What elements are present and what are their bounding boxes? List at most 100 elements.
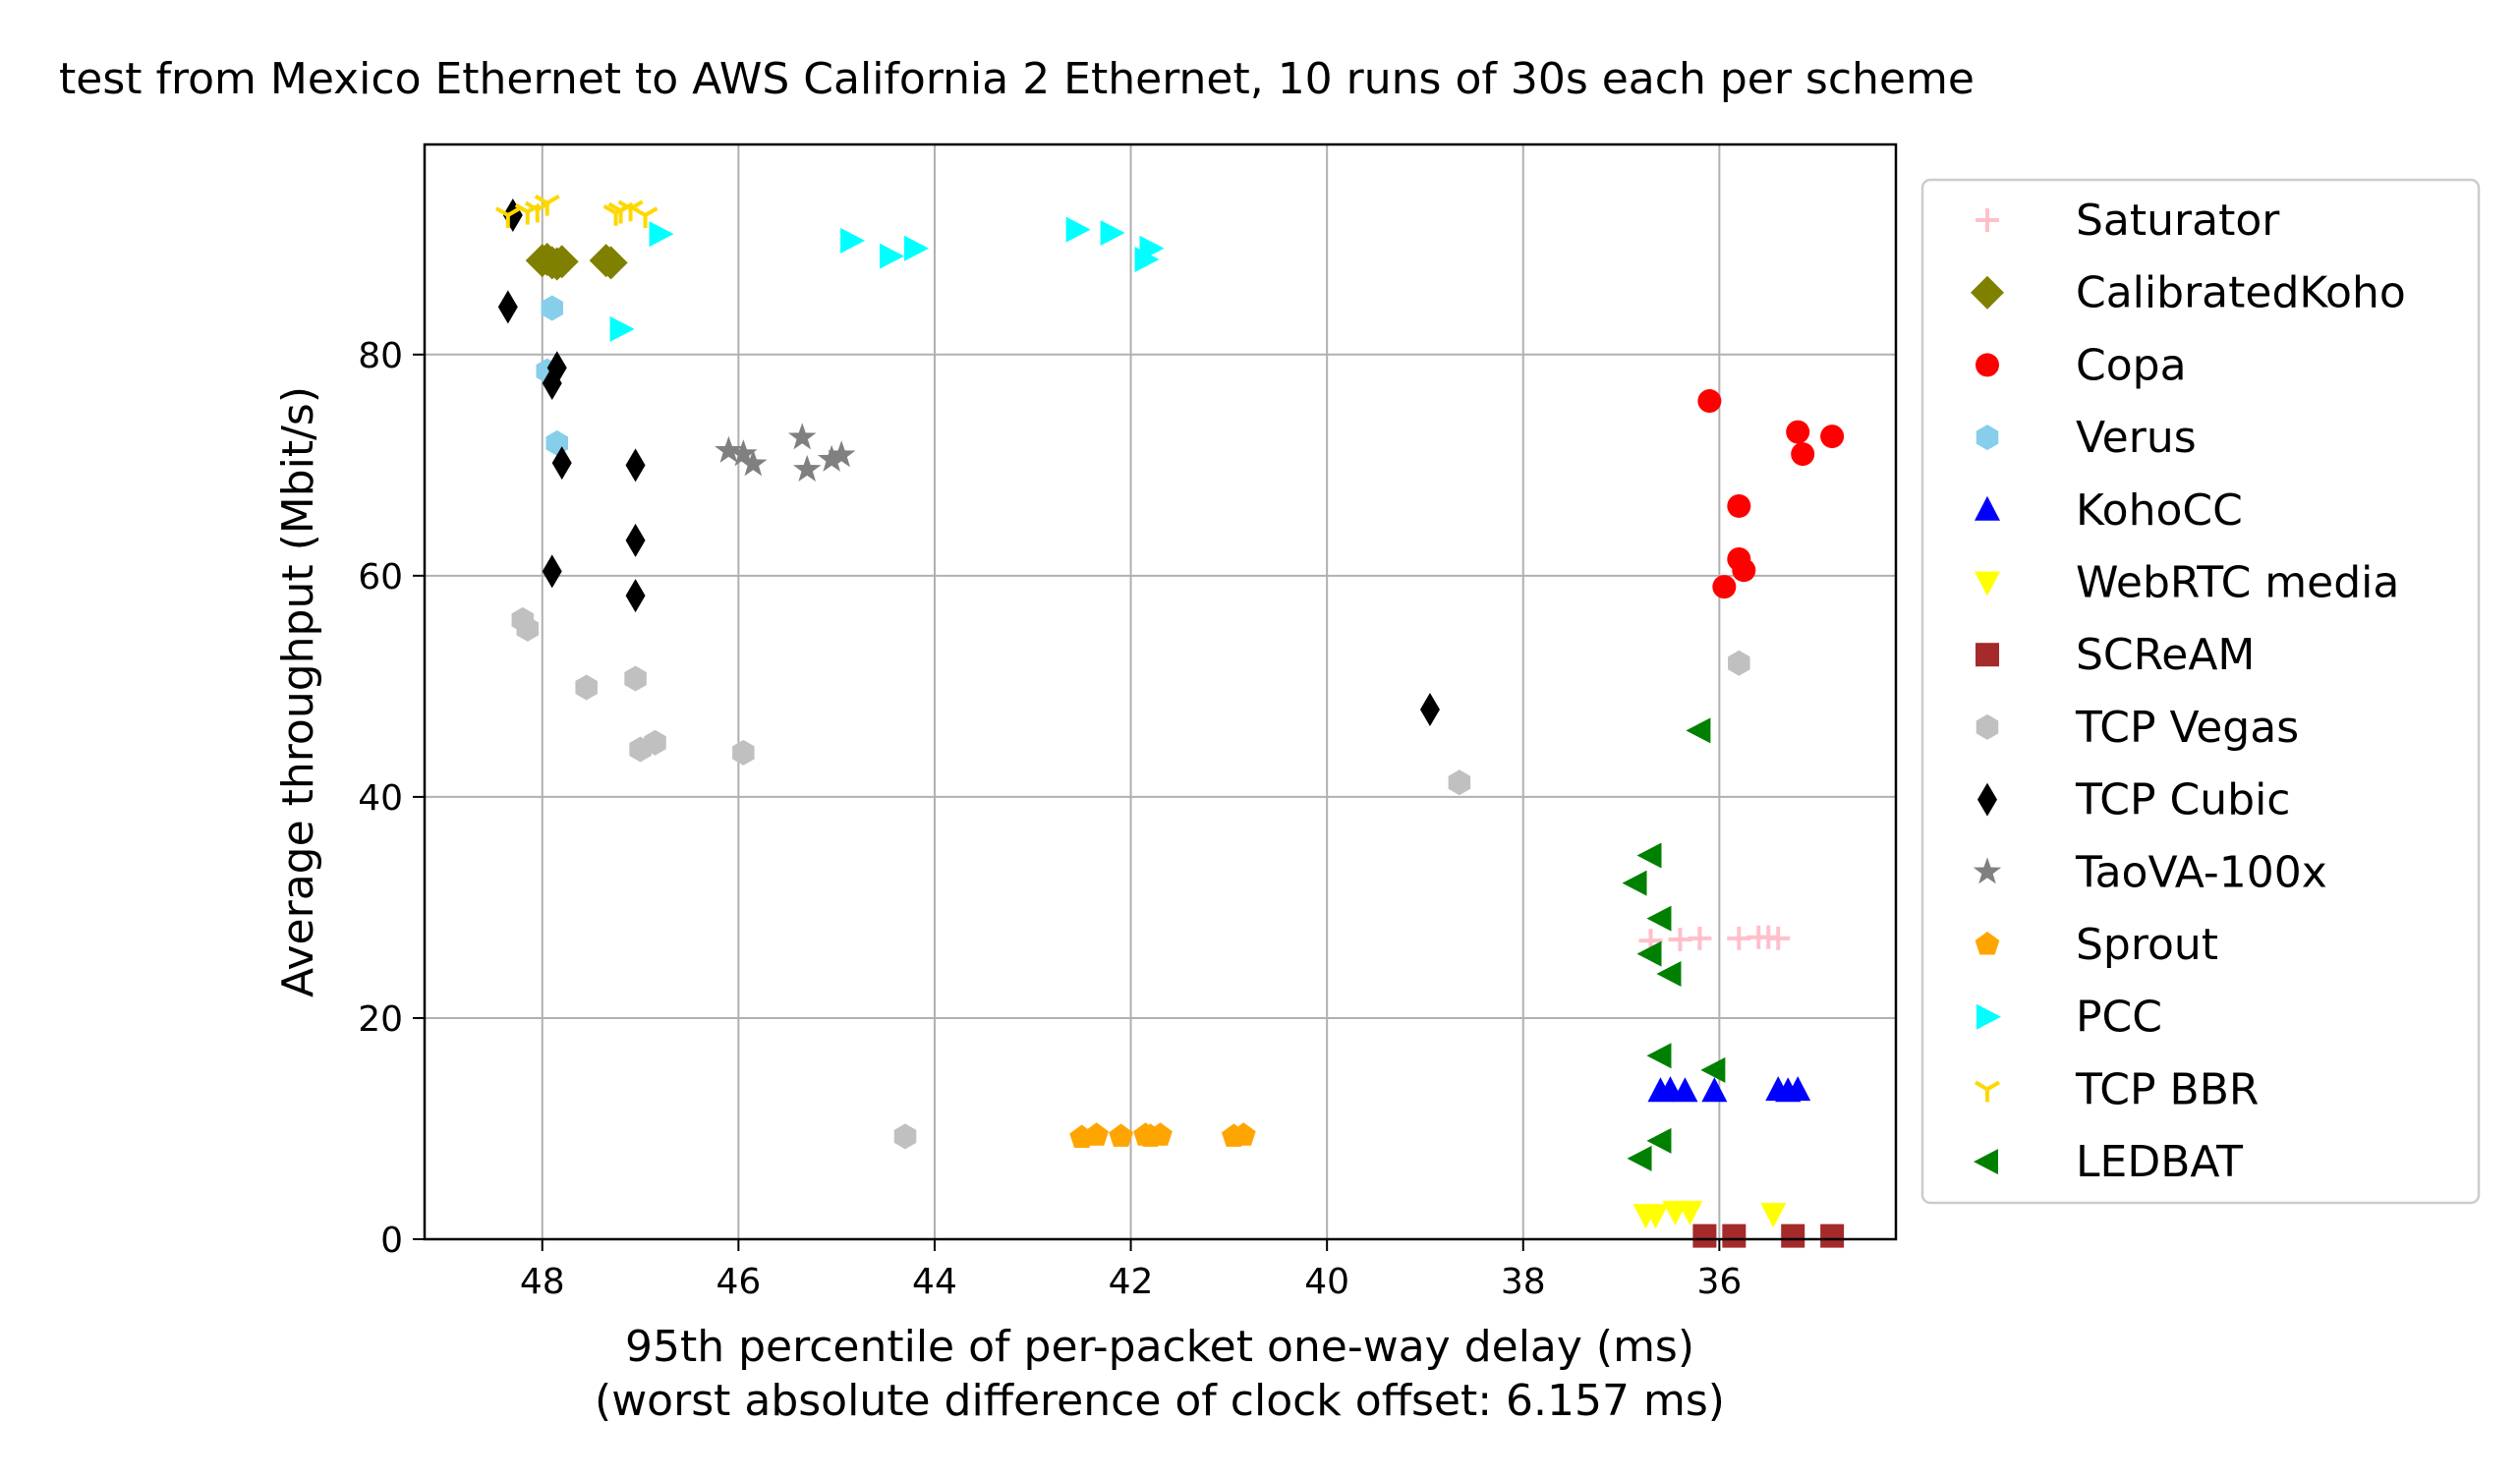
legend-item-saturator: Saturator	[1976, 196, 2280, 246]
data-point-taova-100x	[729, 439, 758, 467]
legend-marker-verus	[1976, 425, 1999, 451]
series-taova-100x	[715, 423, 856, 482]
data-point-tcp-vegas	[575, 674, 598, 701]
legend-marker-tcp-vegas	[1976, 713, 1999, 740]
data-point-tcp-vegas	[1448, 769, 1471, 796]
data-point-tcp-bbr	[607, 201, 634, 224]
data-point-calibratedkoho	[540, 247, 574, 281]
legend-item-webrtc-media: WebRTC media	[1975, 558, 2399, 608]
data-point-tcp-vegas	[644, 729, 666, 756]
legend-label: WebRTC media	[2076, 558, 2399, 608]
legend-marker-ledbat	[1974, 1149, 1998, 1175]
series-pcc	[609, 216, 1165, 342]
data-point-pcc	[609, 315, 635, 342]
legend-label: TCP Vegas	[2075, 703, 2299, 753]
y-axis-ticks: 0 20 40 60 80	[358, 336, 425, 1261]
legend-item-kohocc: KohoCC	[1975, 485, 2243, 536]
data-point-tcp-bbr	[494, 206, 521, 229]
series-tcp-vegas	[511, 606, 1750, 1150]
legend-label: Copa	[2076, 340, 2187, 390]
x-tick-label: 44	[912, 1262, 957, 1302]
data-point-saturator	[1766, 926, 1791, 950]
grid	[425, 144, 1896, 1240]
y-axis-label: Average throughput (Mbit/s)	[273, 386, 323, 997]
x-tick-label: 38	[1501, 1262, 1546, 1302]
data-point-ledbat	[1636, 940, 1662, 967]
legend-marker-saturator	[1976, 208, 1999, 232]
data-point-pcc	[649, 221, 674, 248]
data-point-copa	[1712, 575, 1737, 599]
legend-item-ledbat: LEDBAT	[1974, 1137, 2243, 1187]
data-point-scream	[1692, 1223, 1717, 1248]
legend-label: TaoVA-100x	[2075, 847, 2327, 897]
data-point-tcp-cubic	[625, 523, 646, 557]
data-point-taova-100x	[827, 440, 856, 468]
x-tick-label: 40	[1304, 1262, 1349, 1302]
data-point-ledbat	[1636, 842, 1662, 869]
legend-label: LEDBAT	[2076, 1137, 2243, 1187]
legend-marker-taova-100x	[1973, 857, 2002, 884]
data-point-saturator	[1688, 926, 1712, 950]
data-point-ledbat	[1656, 960, 1682, 987]
series-ledbat	[1622, 717, 1726, 1171]
data-point-tcp-vegas	[893, 1123, 917, 1150]
data-point-copa	[1727, 493, 1751, 518]
x-axis-ticks: 48 46 44 42 40 38 36	[520, 1239, 1742, 1302]
legend-marker-kohocc	[1975, 495, 2000, 521]
data-point-sprout	[1109, 1123, 1133, 1147]
data-point-kohocc	[1785, 1076, 1811, 1102]
chart-title: test from Mexico Ethernet to AWS Califor…	[59, 54, 1975, 104]
data-point-taova-100x	[817, 444, 846, 472]
data-point-pcc	[1134, 247, 1160, 273]
legend-marker-sprout	[1975, 932, 2000, 955]
y-tick-label: 20	[358, 999, 403, 1040]
data-point-tcp-vegas	[1728, 650, 1750, 676]
legend-marker-tcp-bbr	[1974, 1080, 2001, 1103]
data-point-sprout	[1148, 1122, 1173, 1146]
legend-marker-webrtc-media	[1975, 571, 2000, 597]
legend-label: Verus	[2076, 413, 2197, 463]
data-point-tcp-cubic	[1419, 693, 1440, 727]
data-point-ledbat	[1646, 905, 1672, 932]
data-point-scream	[1820, 1223, 1845, 1248]
series-saturator	[1638, 925, 1791, 953]
data-point-kohocc	[1701, 1077, 1728, 1103]
legend-marker-scream	[1976, 643, 1999, 667]
data-point-ledbat	[1622, 870, 1647, 896]
data-point-webrtc-media	[1760, 1203, 1787, 1228]
legend-item-scream: SCReAM	[1976, 630, 2255, 680]
series-copa	[1697, 389, 1845, 599]
data-point-pcc	[840, 227, 866, 254]
data-point-pcc	[880, 243, 905, 269]
data-point-tcp-cubic	[497, 290, 518, 324]
data-point-tcp-vegas	[732, 739, 755, 766]
data-point-copa	[1820, 425, 1845, 449]
series-sprout	[1069, 1122, 1256, 1148]
legend: Saturator CalibratedKoho Copa Verus KohoCC We…	[1920, 178, 2481, 1205]
data-point-tcp-cubic	[542, 554, 562, 589]
data-point-copa	[1786, 420, 1810, 444]
y-tick-label: 80	[358, 336, 403, 376]
data-point-ledbat	[1646, 1043, 1672, 1069]
legend-item-verus: Verus	[1976, 413, 2197, 463]
legend-label: Saturator	[2076, 196, 2280, 246]
data-point-taova-100x	[739, 449, 768, 477]
data-point-pcc	[904, 235, 929, 261]
data-point-verus	[541, 295, 563, 321]
data-point-pcc	[1065, 216, 1091, 243]
legend-item-taova-100x: TaoVA-100x	[1973, 847, 2327, 897]
legend-label: PCC	[2076, 993, 2162, 1043]
legend-label: TCP BBR	[2075, 1064, 2259, 1114]
data-point-tcp-bbr	[632, 206, 659, 229]
legend-label: CalibratedKoho	[2076, 268, 2406, 318]
data-point-taova-100x	[715, 435, 743, 463]
data-point-tcp-vegas	[624, 665, 647, 692]
y-tick-label: 0	[380, 1221, 403, 1261]
data-point-webrtc-media	[1677, 1200, 1703, 1225]
legend-item-sprout: Sprout	[1975, 920, 2218, 970]
legend-frame	[1920, 178, 2481, 1205]
series-tcp-cubic	[497, 199, 1440, 727]
series-tcp-bbr	[494, 194, 659, 229]
legend-marker-tcp-cubic	[1977, 782, 1997, 817]
